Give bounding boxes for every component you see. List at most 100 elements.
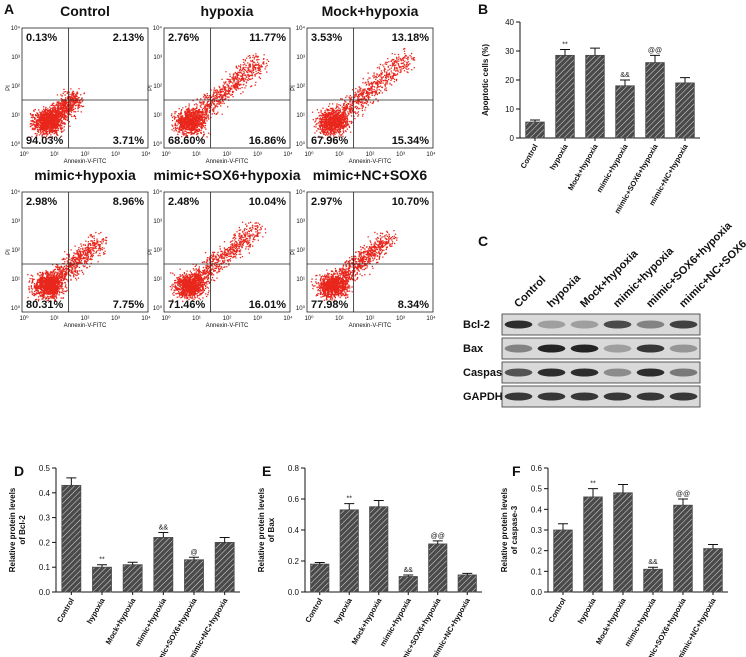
bar xyxy=(645,62,665,139)
blot-band xyxy=(537,392,566,401)
y-tick-label: 10³ xyxy=(296,219,305,225)
blot-band xyxy=(537,344,566,353)
blot-band xyxy=(537,320,566,329)
bar xyxy=(613,492,633,593)
blot-strip xyxy=(501,337,701,360)
blot-strip xyxy=(501,313,701,336)
y-tick-label: 0.4 xyxy=(288,526,300,535)
event-cloud xyxy=(311,47,416,140)
y-tick-label: 10³ xyxy=(11,55,20,61)
x-tick-label: 10⁰ xyxy=(304,315,314,322)
blot-band xyxy=(636,344,665,353)
y-tick-label: 0.4 xyxy=(39,489,51,498)
y-tick-label: 10² xyxy=(11,84,20,90)
error-bar xyxy=(560,49,570,56)
blot-band xyxy=(636,320,665,329)
quadrant-percent: 94.03% xyxy=(26,135,64,147)
bar xyxy=(615,85,635,139)
significance-mark: @ xyxy=(190,549,197,556)
y-tick-label: 10¹ xyxy=(296,113,305,119)
panel-label: E xyxy=(262,463,271,479)
quadrant-percent: 0.13% xyxy=(26,32,57,44)
y-axis-label: Apoptotic cells (%) xyxy=(481,44,490,116)
y-tick-label: 10¹ xyxy=(153,113,162,119)
y-tick-label: 30 xyxy=(505,47,514,56)
y-tick-label: 0.6 xyxy=(531,464,543,473)
error-bar xyxy=(530,119,540,123)
quadrant-percent: 2.97% xyxy=(311,196,342,208)
blot-band xyxy=(669,320,698,329)
x-axis-label: Annexin-V-FITC xyxy=(64,159,107,165)
quadrant-percent: 68.60% xyxy=(168,135,206,147)
x-tick-label: hypoxia xyxy=(332,596,354,626)
lane-label: Mock+hypoxia xyxy=(578,247,641,310)
error-bar xyxy=(680,77,690,83)
bar xyxy=(398,576,418,593)
flow-title: hypoxia xyxy=(201,3,254,19)
panel-label: C xyxy=(478,233,488,249)
flow-title: Mock+hypoxia xyxy=(322,3,419,19)
event-cloud xyxy=(310,230,398,302)
significance-mark: && xyxy=(648,559,658,566)
x-axis-label: Annexin-V-FITC xyxy=(64,323,107,329)
x-tick-label: 10⁰ xyxy=(19,315,29,322)
y-tick-label: 10¹ xyxy=(11,113,20,119)
y-tick-label: 0.2 xyxy=(288,557,300,566)
significance-mark: @@ xyxy=(676,491,690,498)
y-tick-label: 10¹ xyxy=(11,277,20,283)
error-bar xyxy=(66,477,77,486)
event-cloud xyxy=(169,221,267,303)
y-axis-label-line: Relative protein levels xyxy=(500,487,509,572)
quadrant-percent: 71.46% xyxy=(168,299,206,311)
quadrant-percent: 7.75% xyxy=(113,299,144,311)
significance-mark: ** xyxy=(99,557,105,564)
panel-label: A xyxy=(4,1,14,17)
bar xyxy=(457,574,477,593)
y-tick-label: 10² xyxy=(296,84,305,90)
blot-band xyxy=(603,344,632,353)
bar xyxy=(92,566,112,593)
blot-band xyxy=(570,344,599,353)
x-tick-label: Mock+hypoxia xyxy=(566,142,600,192)
x-tick-label: mimic+hypoxia xyxy=(378,596,413,648)
significance-mark: ** xyxy=(590,481,596,488)
plot-frame xyxy=(21,27,149,149)
quadrant-percent: 2.48% xyxy=(168,196,199,208)
y-tick-label: 10³ xyxy=(296,55,305,61)
quadrant-percent: 67.96% xyxy=(311,135,349,147)
blot-band xyxy=(669,368,698,377)
y-tick-label: 10⁴ xyxy=(153,25,163,32)
y-axis-label-line: Apoptotic cells (%) xyxy=(481,44,490,116)
x-tick-label: 10³ xyxy=(396,152,405,158)
error-bar xyxy=(189,556,199,560)
blot-band xyxy=(504,344,533,353)
x-tick-label: mimic+hypoxia xyxy=(595,142,630,194)
x-tick-label: Control xyxy=(547,597,568,625)
bar xyxy=(555,54,575,139)
flow-title: Control xyxy=(60,3,110,19)
bar xyxy=(673,504,693,593)
y-tick-label: 0.8 xyxy=(288,464,300,473)
bar xyxy=(675,82,695,139)
y-tick-label: 10⁴ xyxy=(153,189,163,196)
y-tick-label: 0.3 xyxy=(531,526,543,535)
error-bar xyxy=(648,566,658,570)
bar xyxy=(428,543,448,593)
blot-band xyxy=(636,368,665,377)
y-tick-label: 10³ xyxy=(153,55,162,61)
x-tick-label: mimic+hypoxia xyxy=(133,596,168,648)
error-bar xyxy=(650,54,660,63)
error-bar xyxy=(618,484,628,493)
x-tick-label: 10² xyxy=(223,316,232,322)
bar xyxy=(525,121,545,139)
x-tick-label: 10⁰ xyxy=(161,151,171,158)
x-axis-label: Annexin-V-FITC xyxy=(206,159,249,165)
significance-mark: ** xyxy=(562,42,568,49)
x-tick-label: 10⁴ xyxy=(141,315,151,322)
bar xyxy=(369,506,389,593)
lane-label: Control xyxy=(512,274,548,310)
plot-frame xyxy=(163,191,291,313)
bar xyxy=(583,496,603,593)
y-tick-label: 10⁰ xyxy=(11,141,21,148)
